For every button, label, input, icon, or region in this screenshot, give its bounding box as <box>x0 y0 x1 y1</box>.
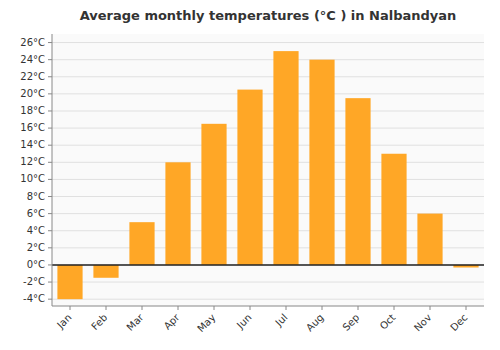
y-tick <box>48 76 52 77</box>
y-tick <box>48 247 52 248</box>
bar <box>345 98 370 265</box>
y-tick <box>48 213 52 214</box>
y-tick-label: -2°C <box>23 276 45 287</box>
x-tick <box>250 306 251 310</box>
x-tick <box>214 306 215 310</box>
y-tick <box>48 264 52 265</box>
x-axis: Jan Feb Mar Apr May Jun Jul Aug Sep Oct Nov Dec <box>54 306 469 334</box>
title: Average monthly temperatures (°C ) in Na… <box>80 8 457 23</box>
bars <box>57 51 478 299</box>
y-tick-label: 0°C <box>27 259 45 270</box>
bar <box>309 60 334 265</box>
y-tick <box>48 282 52 283</box>
x-tick-label: Oct <box>378 312 398 332</box>
grid-line <box>52 110 484 111</box>
grid-line <box>52 145 484 146</box>
bar <box>201 124 226 265</box>
y-tick-label: -4°C <box>23 293 45 304</box>
y-tick-label: 22°C <box>20 71 45 82</box>
y-tick <box>48 110 52 111</box>
y-tick-label: 12°C <box>20 156 45 167</box>
y-tick-label: 10°C <box>20 173 45 184</box>
x-tick <box>394 306 395 310</box>
x-tick-label: Jun <box>234 312 254 332</box>
x-tick-label: Aug <box>304 312 326 334</box>
x-tick-label: May <box>195 312 217 334</box>
x-tick-label: Sep <box>340 312 361 333</box>
grid-line <box>52 196 484 197</box>
y-tick-label: 2°C <box>27 242 45 253</box>
y-tick <box>48 128 52 129</box>
y-tick-label: 16°C <box>20 122 45 133</box>
grid-line <box>52 282 484 283</box>
x-tick-label: Mar <box>124 311 146 333</box>
y-tick-label: 14°C <box>20 139 45 150</box>
x-tick-label: Jan <box>54 312 73 331</box>
x-tick <box>106 306 107 310</box>
x-tick <box>178 306 179 310</box>
y-tick <box>48 179 52 180</box>
grid-line <box>52 59 484 60</box>
y-tick <box>48 42 52 43</box>
y-tick <box>48 162 52 163</box>
x-tick <box>430 306 431 310</box>
bar <box>417 214 442 265</box>
y-tick <box>48 145 52 146</box>
y-tick-label: 26°C <box>20 37 45 48</box>
grid-line <box>52 76 484 77</box>
bar <box>129 222 154 265</box>
zero-line <box>52 264 484 266</box>
x-tick-label: Feb <box>89 312 109 332</box>
grid-line <box>52 179 484 180</box>
y-tick <box>48 299 52 300</box>
y-tick-label: 20°C <box>20 88 45 99</box>
y-tick-label: 24°C <box>20 54 45 65</box>
y-tick-label: 4°C <box>27 225 45 236</box>
y-tick <box>48 196 52 197</box>
x-axis-line <box>52 306 484 307</box>
grid <box>52 43 484 300</box>
x-tick <box>466 306 467 310</box>
x-tick <box>70 306 71 310</box>
bar <box>381 154 406 265</box>
bar <box>57 265 82 299</box>
bar <box>165 162 190 265</box>
x-tick <box>358 306 359 310</box>
x-tick <box>142 306 143 310</box>
y-tick <box>48 93 52 94</box>
chart: Average monthly temperatures (°C ) in Na… <box>0 0 500 350</box>
x-tick-label: Nov <box>412 312 434 334</box>
y-tick-label: 6°C <box>27 208 45 219</box>
x-tick-label: Jul <box>273 312 290 329</box>
y-tick <box>48 59 52 60</box>
y-tick <box>48 230 52 231</box>
grid-line <box>52 42 484 43</box>
grid-line <box>52 128 484 129</box>
bar <box>93 265 118 278</box>
grid-line <box>52 299 484 300</box>
x-tick-label: Dec <box>448 312 469 333</box>
x-tick <box>286 306 287 310</box>
y-tick-label: 18°C <box>20 105 45 116</box>
y-axis: 26°C 24°C 22°C 20°C 18°C 16°C 14°C 12°C 10°C 8°C 6… <box>20 37 52 305</box>
x-tick <box>322 306 323 310</box>
x-tick-label: Apr <box>162 311 183 332</box>
plot-area <box>52 34 484 306</box>
y-axis-line <box>52 34 53 306</box>
grid-line <box>52 162 484 163</box>
grid-line <box>52 93 484 94</box>
bar <box>237 90 262 265</box>
grid-line <box>52 264 484 265</box>
y-tick-label: 8°C <box>27 191 45 202</box>
bar <box>273 51 298 265</box>
